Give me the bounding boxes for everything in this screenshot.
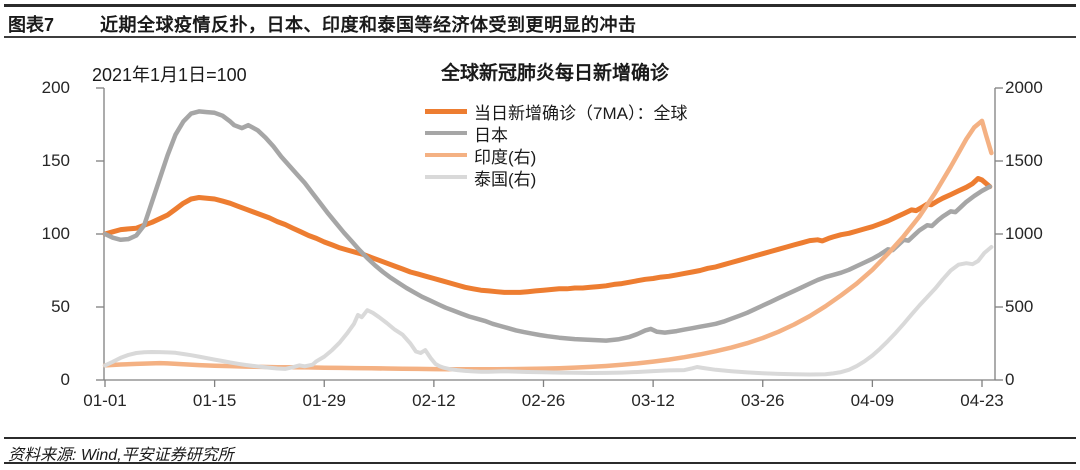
footer-divider-bottom [4,462,1076,464]
right-axis-tick-label: 2000 [1005,78,1043,97]
left-axis-tick-label: 200 [41,78,70,97]
left-axis-tick-label: 0 [60,370,70,389]
x-axis-tick-label: 01-15 [192,391,237,410]
x-axis-tick-label: 01-29 [302,391,346,410]
series-line-left [102,109,993,343]
x-axis-tick-label: 02-26 [521,391,566,410]
top-divider [4,4,1076,7]
legend-item: 印度(右) [425,144,687,167]
legend-swatch [425,108,467,114]
legend-swatch [425,152,467,158]
left-axis-tick-label: 150 [41,151,70,170]
right-axis-tick-label: 1000 [1005,224,1043,243]
legend-item: 日本 [425,122,687,145]
figure-number-label: 图表7 [8,15,55,35]
x-axis-tick-label: 03-12 [631,391,675,410]
index-base-annotation: 2021年1月1日=100 [92,65,247,85]
right-axis-tick-label: 500 [1005,297,1034,316]
right-axis-tick-label: 0 [1005,370,1015,389]
x-axis-tick-label: 04-09 [850,391,895,410]
x-axis-tick-label: 01-01 [83,391,127,410]
figure-title: 近期全球疫情反扑，日本、印度和泰国等经济体受到更明显的冲击 [100,15,637,35]
source-note: 资料来源: Wind,平安证券研究所 [8,447,234,464]
x-axis-tick-label: 03-26 [741,391,785,410]
x-axis-tick-label: 04-23 [960,391,1004,410]
legend-label: 印度(右) [474,147,537,167]
x-axis-tick-label: 02-12 [412,391,456,410]
footer-divider-top [4,437,1076,439]
legend-swatch [425,175,467,179]
legend-label: 泰国(右) [474,169,537,189]
series-line-right [103,245,994,377]
left-axis-tick-label: 100 [41,224,70,243]
legend-swatch [425,130,467,136]
left-axis-tick-label: 50 [51,297,70,316]
chart-title: 全球新冠肺炎每日新增确诊 [440,63,669,84]
legend-item: 泰国(右) [425,166,687,189]
right-axis-tick-label: 1500 [1005,151,1043,170]
legend-label: 当日新增确诊（7MA）：全球 [474,103,688,123]
legend-label: 日本 [474,125,508,145]
title-divider [4,36,1076,38]
chart-legend: 当日新增确诊（7MA）：全球 日本 印度(右) 泰国(右) [425,100,688,189]
legend-item: 当日新增确诊（7MA）：全球 [425,100,688,123]
series-line-left [102,176,993,295]
